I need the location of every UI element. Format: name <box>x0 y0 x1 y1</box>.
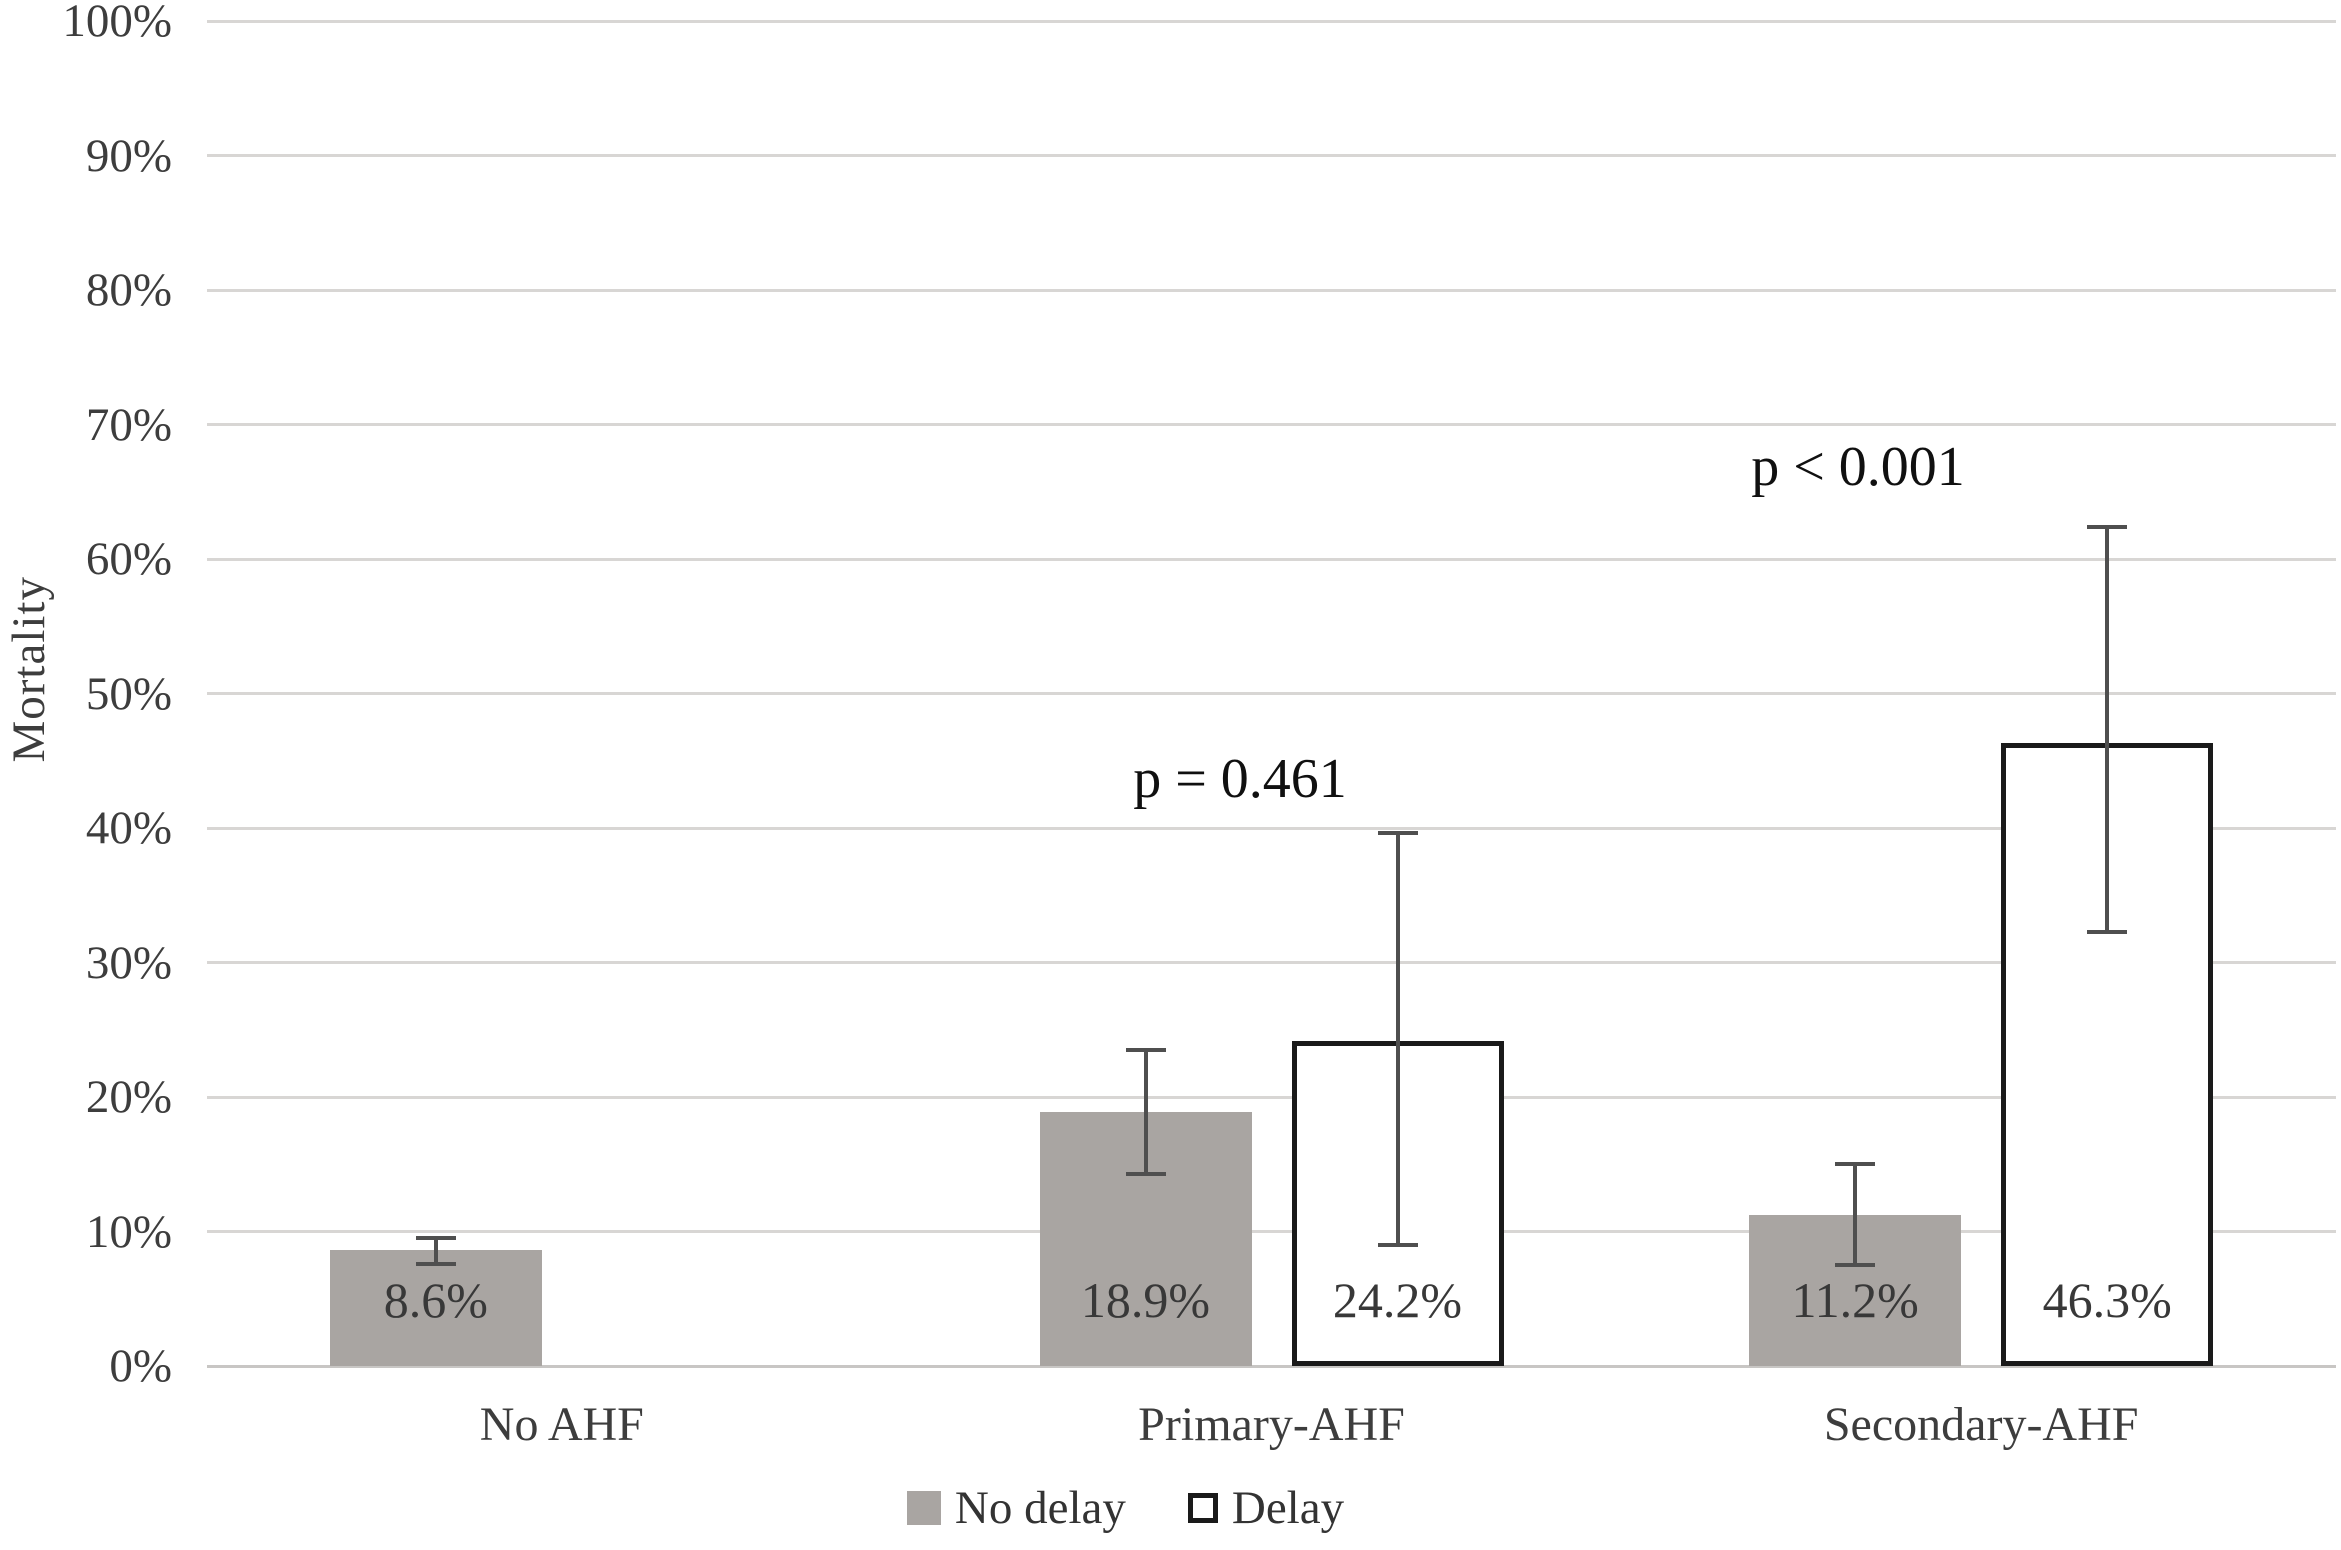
legend: No delay Delay <box>0 1481 2296 1535</box>
y-tick-label: 100% <box>62 0 172 47</box>
error-bar <box>433 1238 438 1264</box>
error-bar-cap-top <box>1835 1162 1876 1167</box>
bar-value-label: 11.2% <box>1791 1272 1919 1328</box>
bar-no-delay-no-ahf <box>329 1250 542 1366</box>
error-bar <box>2105 526 2110 932</box>
gridline <box>207 19 2336 23</box>
p-value-annotation: p < 0.001 <box>1751 436 1965 498</box>
error-bar-cap-top <box>1377 831 1418 836</box>
error-bar-cap-top <box>415 1236 456 1241</box>
y-tick-label: 20% <box>85 1071 172 1123</box>
y-tick-label: 30% <box>85 936 172 989</box>
error-bar-cap-bottom <box>1835 1263 1876 1268</box>
error-bar <box>1853 1164 1858 1266</box>
gridline <box>207 557 2336 561</box>
bar-delay-secondary-ahf <box>2001 743 2214 1366</box>
gridline <box>207 692 2336 695</box>
legend-label: No delay <box>954 1482 1126 1534</box>
error-bar-cap-bottom <box>415 1261 456 1266</box>
error-bar <box>1143 1049 1148 1174</box>
legend-item-no-delay: No delay <box>906 1481 1126 1535</box>
error-bar-cap-bottom <box>1125 1171 1166 1176</box>
x-category-label: Primary-AHF <box>1138 1398 1405 1451</box>
y-tick-label: 80% <box>85 264 172 316</box>
gridline <box>207 1095 2336 1099</box>
bar-value-label: 18.9% <box>1080 1272 1211 1328</box>
gridline <box>207 826 2336 830</box>
bar-value-label: 46.3% <box>2042 1272 2172 1328</box>
error-bar-cap-top <box>2087 524 2128 529</box>
legend-item-delay: Delay <box>1187 1481 1345 1535</box>
x-category-label: Secondary-AHF <box>1823 1398 2139 1451</box>
y-tick-label: 90% <box>85 129 172 182</box>
gridline <box>207 961 2336 964</box>
legend-swatch-gray-icon <box>906 1491 941 1525</box>
error-bar-cap-top <box>1125 1047 1166 1052</box>
y-tick-label: 50% <box>85 667 172 720</box>
error-bar <box>1395 833 1400 1245</box>
gridline <box>207 423 2336 426</box>
y-tick-label: 40% <box>85 802 172 854</box>
error-bar-cap-bottom <box>1377 1242 1418 1247</box>
x-category-label: No AHF <box>479 1398 644 1451</box>
p-value-annotation: p = 0.461 <box>1133 748 1347 810</box>
gridline <box>207 154 2336 157</box>
y-tick-label: 60% <box>85 533 172 585</box>
y-tick-label: 70% <box>85 398 172 451</box>
y-tick-label: 0% <box>109 1340 172 1392</box>
error-bar-cap-bottom <box>2087 929 2128 934</box>
y-tick-label: 10% <box>85 1205 172 1258</box>
legend-swatch-outline-icon <box>1187 1493 1218 1523</box>
legend-label: Delay <box>1231 1482 1345 1534</box>
x-axis-line <box>207 1364 2336 1368</box>
gridline <box>207 288 2336 292</box>
gridline <box>207 1230 2336 1233</box>
bar-value-label: 8.6% <box>383 1272 488 1328</box>
bar-value-label: 24.2% <box>1332 1272 1463 1328</box>
